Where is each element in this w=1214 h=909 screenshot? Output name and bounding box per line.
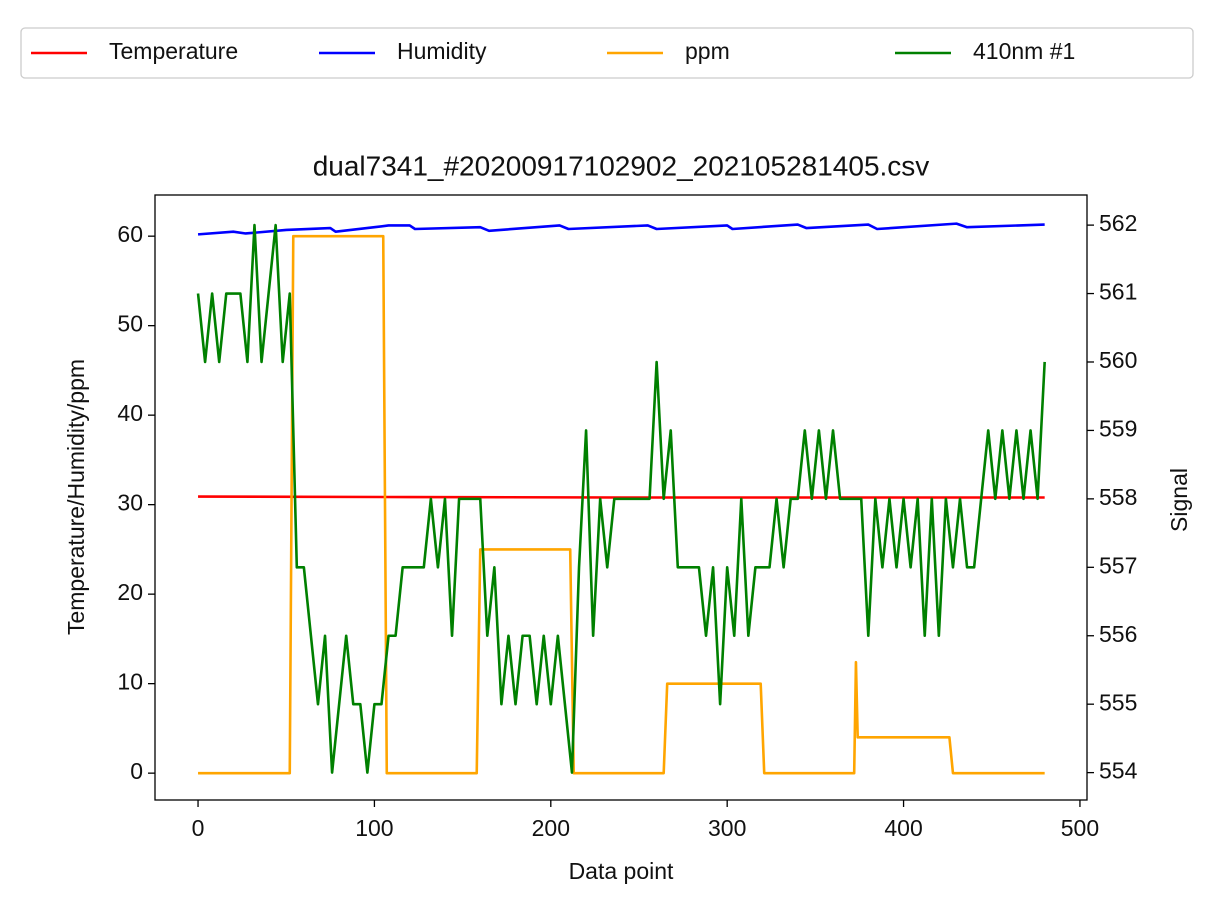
x-tick-label: 300 [708, 815, 746, 841]
x-tick-label: 400 [884, 815, 922, 841]
x-tick-label: 500 [1061, 815, 1099, 841]
y2-tick-label: 554 [1099, 758, 1138, 784]
y2-tick-label: 562 [1099, 210, 1137, 236]
x-tick-label: 100 [355, 815, 393, 841]
chart-title: dual7341_#20200917102902_202105281405.cs… [313, 150, 930, 181]
y2-tick-label: 555 [1099, 689, 1137, 715]
y2-tick-label: 559 [1099, 416, 1137, 442]
legend-label: ppm [685, 38, 730, 64]
legend-label: Temperature [109, 38, 238, 64]
x-tick-label: 0 [192, 815, 205, 841]
series-line [198, 234, 1045, 775]
y-tick-label: 10 [117, 669, 143, 695]
y2-tick-label: 561 [1099, 279, 1137, 305]
y-tick-label: 40 [117, 400, 143, 426]
y-tick-label: 60 [117, 221, 143, 247]
y2-tick-label: 556 [1099, 621, 1137, 647]
y-tick-label: 30 [117, 490, 143, 516]
y-tick-label: 50 [117, 311, 143, 337]
y-axis-label: Temperature/Humidity/ppm [63, 359, 89, 635]
y-tick-label: 0 [130, 758, 143, 784]
y2-axis-label: Signal [1166, 468, 1192, 532]
y2-tick-label: 558 [1099, 484, 1137, 510]
y2-tick-label: 560 [1099, 347, 1137, 373]
series-line [197, 222, 1045, 236]
y-tick-label: 20 [117, 579, 143, 605]
legend-label: 410nm #1 [973, 38, 1075, 64]
legend-label: Humidity [397, 38, 487, 64]
x-tick-label: 200 [532, 815, 570, 841]
legend: Temperature Humidity ppm 410nm #1 [20, 27, 1194, 79]
y2-tick-label: 557 [1099, 552, 1137, 578]
series-line [198, 495, 1045, 499]
plot-frame [154, 194, 1088, 801]
x-axis-label: Data point [569, 858, 674, 884]
series-line [196, 223, 1046, 774]
